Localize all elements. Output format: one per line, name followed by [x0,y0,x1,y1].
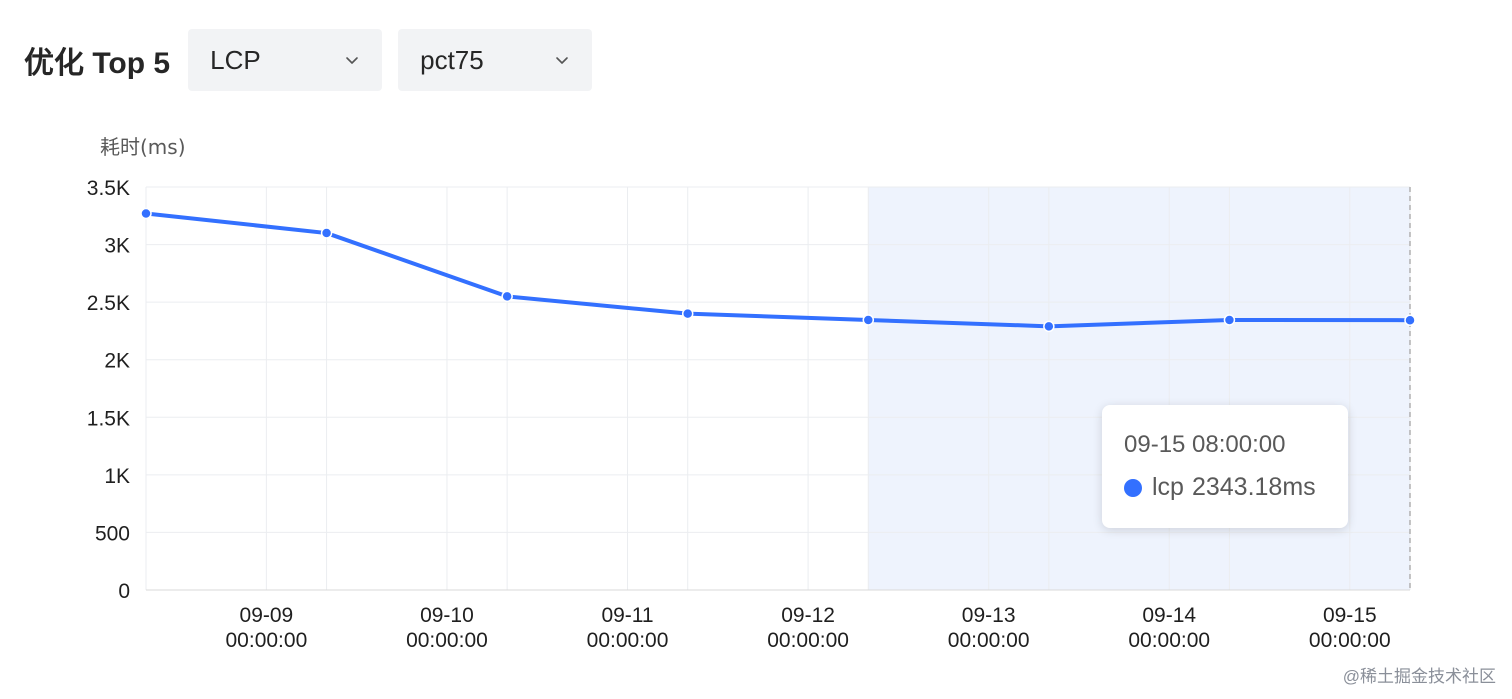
tooltip-series-name: lcp [1152,473,1184,501]
chart-header: 优化 Top 5 LCP pct75 [24,28,593,92]
x-tick-label: 09-11 [601,604,653,627]
metric-select[interactable]: LCP [188,29,383,91]
y-tick-label: 3.5K [87,177,130,200]
x-tick-label: 00:00:00 [587,629,669,652]
x-tick-label: 00:00:00 [1128,629,1210,652]
data-point [1223,314,1236,326]
tooltip-row: lcp 2343.18ms [1124,473,1326,502]
percentile-select[interactable]: pct75 [398,29,593,91]
x-tick-label: 00:00:00 [767,629,849,652]
y-tick-label: 500 [95,522,130,545]
x-tick-label: 09-09 [240,604,294,627]
x-tick-label: 09-13 [962,604,1016,627]
percentile-select-value: pct75 [420,44,484,75]
y-axis-label: 耗时(ms) [100,135,186,159]
x-tick-label: 00:00:00 [406,629,488,652]
series-dot-icon [1124,478,1142,497]
data-point [1404,314,1416,326]
metric-select-value: LCP [210,44,261,75]
data-point [1043,320,1055,333]
x-tick-label: 09-12 [781,604,835,627]
x-tick-label: 00:00:00 [226,629,308,652]
data-point [862,314,875,326]
data-point [320,227,333,239]
x-tick-label: 09-14 [1142,604,1196,627]
y-tick-label: 3K [104,235,130,258]
watermark: @稀土掘金技术社区 [1342,667,1496,686]
data-point [681,307,694,320]
x-tick-label: 00:00:00 [1309,629,1391,652]
page-title: 优化 Top 5 [24,47,171,80]
y-tick-label: 1K [104,465,130,488]
y-tick-label: 0 [118,580,130,603]
data-point [501,290,513,303]
tooltip-time: 09-15 08:00:00 [1124,431,1286,458]
y-tick-label: 2.5K [87,292,130,315]
x-tick-label: 09-10 [420,604,474,627]
chevron-down-icon [554,52,570,68]
y-tick-label: 2K [104,350,130,373]
series-line-lcp [144,211,1412,329]
x-tick-label: 00:00:00 [948,629,1030,652]
tooltip-value: 2343.18ms [1191,473,1316,501]
y-tick-label: 1.5K [87,407,130,430]
data-point [140,207,152,220]
x-tick-label: 09-15 [1323,604,1377,627]
chart-tooltip: 09-15 08:00:00 lcp 2343.18ms [1102,405,1348,528]
chevron-down-icon [344,52,360,68]
highlight-region [868,187,1410,590]
